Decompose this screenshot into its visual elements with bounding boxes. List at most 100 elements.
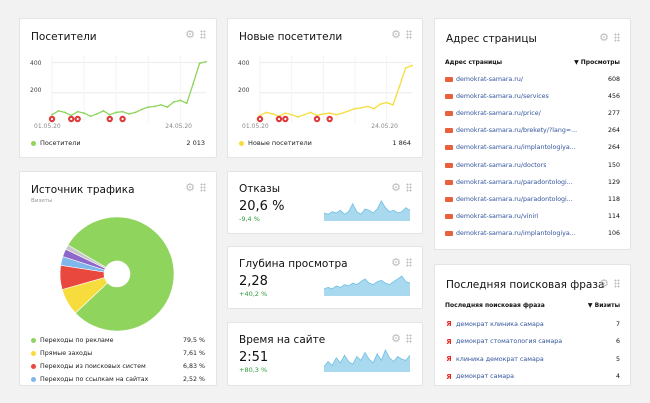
annotation-marker-icon[interactable] [282, 115, 289, 123]
data-point[interactable] [404, 66, 407, 69]
page-url[interactable]: demokrat-samara.ru/ [456, 76, 523, 83]
data-point[interactable] [76, 110, 79, 113]
legend-item[interactable]: Переходы из поисковых систем 6,83 % [31, 363, 205, 370]
data-point[interactable] [373, 107, 375, 110]
data-point[interactable] [192, 82, 195, 85]
page-url[interactable]: demokrat-samara.ru/paradontologi... [456, 195, 573, 203]
data-point[interactable] [335, 113, 337, 116]
data-point[interactable] [271, 113, 274, 115]
data-point[interactable] [57, 110, 60, 112]
table-row[interactable]: demokrat-samara.ru/implantologiya... 106 [445, 230, 620, 237]
search-phrase[interactable]: демократ самара [456, 373, 514, 380]
data-point[interactable] [128, 113, 130, 115]
annotation-marker-icon[interactable] [106, 115, 113, 123]
data-point[interactable] [179, 99, 182, 102]
page-link[interactable]: demokrat-samara.ru/implantologiya... [445, 144, 576, 151]
data-point[interactable] [173, 100, 175, 103]
data-point[interactable] [290, 113, 293, 116]
drag-handle-icon[interactable] [200, 183, 206, 192]
annotation-marker-icon[interactable] [313, 115, 321, 123]
drag-handle-icon[interactable] [406, 183, 412, 192]
data-point[interactable] [51, 113, 53, 116]
drag-handle-icon[interactable] [406, 258, 412, 267]
page-url[interactable]: demokrat-samara.ru/implantologiya... [456, 144, 576, 152]
column-header-views[interactable]: ▼ Просмотры [574, 59, 620, 66]
annotation-marker-icon[interactable] [326, 115, 333, 123]
page-link[interactable]: demokrat-samara.ru/price/ [445, 110, 541, 117]
table-row[interactable]: demokrat-samara.ru/implantologiya... 264 [445, 144, 620, 151]
page-link[interactable]: demokrat-samara.ru/brekety/?lang=... [445, 127, 577, 134]
page-url[interactable]: demokrat-samara.ru/viniri [456, 212, 539, 220]
data-point[interactable] [284, 112, 287, 115]
annotation-marker-icon[interactable] [256, 115, 264, 123]
data-point[interactable] [160, 103, 162, 106]
column-header-visits[interactable]: ▼ Визиты [587, 302, 620, 309]
data-point[interactable] [63, 111, 66, 114]
data-point[interactable] [96, 113, 98, 115]
page-link[interactable]: demokrat-samara.ru/services [445, 93, 549, 100]
data-point[interactable] [411, 64, 413, 67]
annotation-marker-icon[interactable] [68, 115, 75, 123]
data-point[interactable] [134, 111, 137, 114]
data-point[interactable] [360, 106, 363, 109]
page-url[interactable]: demokrat-samara.ru/doctors [456, 161, 547, 169]
page-url[interactable]: demokrat-samara.ru/paradontologi... [456, 178, 573, 186]
page-link[interactable]: demokrat-samara.ru/ [445, 76, 523, 83]
data-point[interactable] [366, 105, 369, 108]
drag-handle-icon[interactable] [406, 334, 412, 343]
table-row[interactable]: demokrat-samara.ru/608 [445, 76, 620, 83]
data-point[interactable] [309, 111, 312, 114]
annotation-marker-icon[interactable] [119, 115, 126, 123]
data-point[interactable] [354, 107, 356, 110]
drag-handle-icon[interactable] [614, 279, 620, 288]
visitors-line-chart[interactable] [30, 53, 208, 125]
data-point[interactable] [185, 102, 188, 105]
gear-icon[interactable]: ⚙ [599, 277, 609, 290]
traffic-pie-chart[interactable] [57, 214, 177, 334]
page-url[interactable]: demokrat-samara.ru/services [456, 93, 549, 101]
data-point[interactable] [108, 113, 111, 116]
drag-handle-icon[interactable] [614, 33, 620, 42]
annotation-marker-icon[interactable] [275, 115, 283, 123]
page-url[interactable]: demokrat-samara.ru/brekety/?lang=... [456, 127, 578, 135]
search-phrase[interactable]: демократ клиника самара [456, 320, 544, 328]
gear-icon[interactable]: ⚙ [599, 31, 609, 44]
data-point[interactable] [341, 112, 344, 115]
gear-icon[interactable]: ⚙ [391, 256, 401, 269]
data-point[interactable] [198, 62, 201, 65]
drag-handle-icon[interactable] [200, 30, 206, 39]
table-row[interactable]: demokrat-samara.ru/price/277 [445, 110, 620, 117]
data-point[interactable] [153, 105, 156, 108]
gear-icon[interactable]: ⚙ [391, 181, 401, 194]
data-point[interactable] [328, 112, 331, 115]
data-point[interactable] [147, 106, 150, 109]
sparkline[interactable] [324, 348, 410, 372]
table-row[interactable]: demokrat-samara.ru/paradontologi... 129 [445, 179, 620, 186]
gear-icon[interactable]: ⚙ [185, 28, 195, 41]
new-visitors-line-chart[interactable] [238, 53, 414, 125]
data-point[interactable] [379, 103, 382, 106]
sparkline[interactable] [324, 199, 410, 221]
data-point[interactable] [115, 111, 118, 114]
data-point[interactable] [102, 110, 105, 112]
legend-item[interactable]: Прямые заходы 7,61 % [31, 350, 205, 357]
page-url[interactable]: demokrat-samara.ru/implantologiya... [456, 229, 576, 237]
page-link[interactable]: demokrat-samara.ru/paradontologi... [445, 196, 573, 203]
data-point[interactable] [322, 113, 325, 115]
table-row[interactable]: demokrat-samara.ru/services 456 [445, 93, 620, 100]
search-phrase[interactable]: демократ стоматология самара [456, 338, 563, 345]
table-row[interactable]: demokrat-samara.ru/viniri 114 [445, 213, 620, 220]
data-point[interactable] [140, 108, 143, 111]
sparkline[interactable] [324, 274, 410, 296]
data-point[interactable] [166, 106, 169, 109]
table-row[interactable]: demokrat-samara.ru/doctors 150 [445, 162, 620, 169]
data-point[interactable] [347, 110, 350, 112]
data-point[interactable] [303, 113, 306, 116]
